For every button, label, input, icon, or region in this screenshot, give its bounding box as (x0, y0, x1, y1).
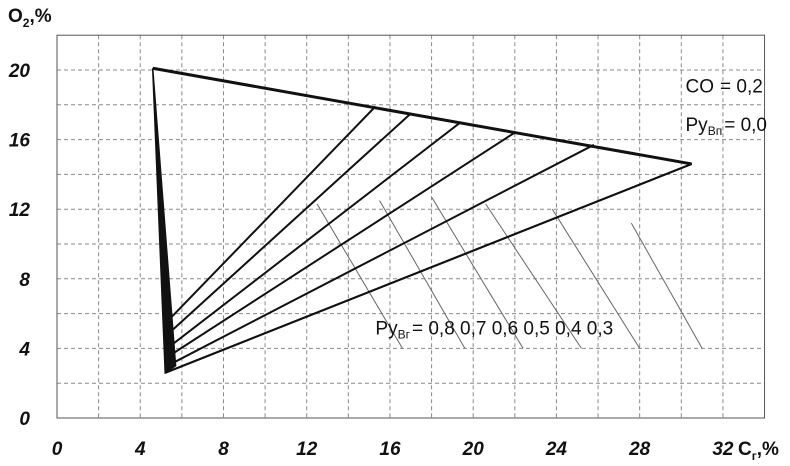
series-line-0-7 (168, 112, 412, 334)
x-tick-label: 0 (52, 439, 63, 460)
leader-line-0-7 (379, 200, 466, 349)
grid (57, 35, 765, 418)
x-tick-label: 12 (296, 439, 318, 460)
plot-frame (56, 34, 766, 419)
triangle-outline (151, 66, 693, 375)
annotation-pyvn: РуВп = 0,0 (686, 115, 768, 138)
series-line-0-5 (166, 131, 516, 358)
series-lines (164, 105, 693, 374)
x-tick-labels: 0 4 8 12 16 20 24 28 32 (52, 439, 734, 460)
leader-line-0-8 (316, 203, 403, 349)
x-tick-label: 20 (462, 439, 485, 460)
y-tick-label: 4 (18, 339, 30, 360)
leader-line-0-5 (485, 203, 582, 349)
x-tick-label: 32 (712, 439, 734, 460)
y-tick-label: 0 (19, 409, 30, 430)
x-tick-label: 28 (628, 439, 651, 460)
series-line-0-8 (170, 105, 377, 318)
x-tick-label: 16 (379, 439, 401, 460)
outline-bottom-edge (164, 163, 693, 374)
leader-line-0-4 (551, 208, 641, 349)
series-line-0-4 (166, 143, 595, 367)
x-tick-label: 24 (545, 439, 568, 460)
y-tick-label: 12 (9, 200, 31, 221)
annotation-co: CO = 0,2 (686, 77, 763, 98)
leader-line-0-3 (630, 222, 703, 349)
y-tick-label: 8 (19, 270, 30, 291)
x-tick-label: 4 (134, 439, 146, 460)
y-tick-label: 20 (8, 61, 31, 82)
leader-line-0-6 (431, 196, 524, 349)
outline-left-wedge (151, 68, 177, 375)
series-line-0-6 (168, 121, 462, 348)
annotation-pyvg: РуВг = 0,8 0,7 0,6 0,5 0,4 0,3 (375, 319, 613, 342)
x-axis-title: Cг,% (738, 439, 779, 463)
y-tick-label: 16 (9, 131, 31, 152)
outline-top-edge (152, 66, 692, 166)
y-tick-labels: 0 4 8 12 16 20 (8, 61, 31, 430)
plot-border (56, 34, 766, 419)
y-axis-title: O2,% (8, 6, 52, 30)
x-tick-label: 8 (218, 439, 229, 460)
leader-lines (316, 196, 703, 349)
